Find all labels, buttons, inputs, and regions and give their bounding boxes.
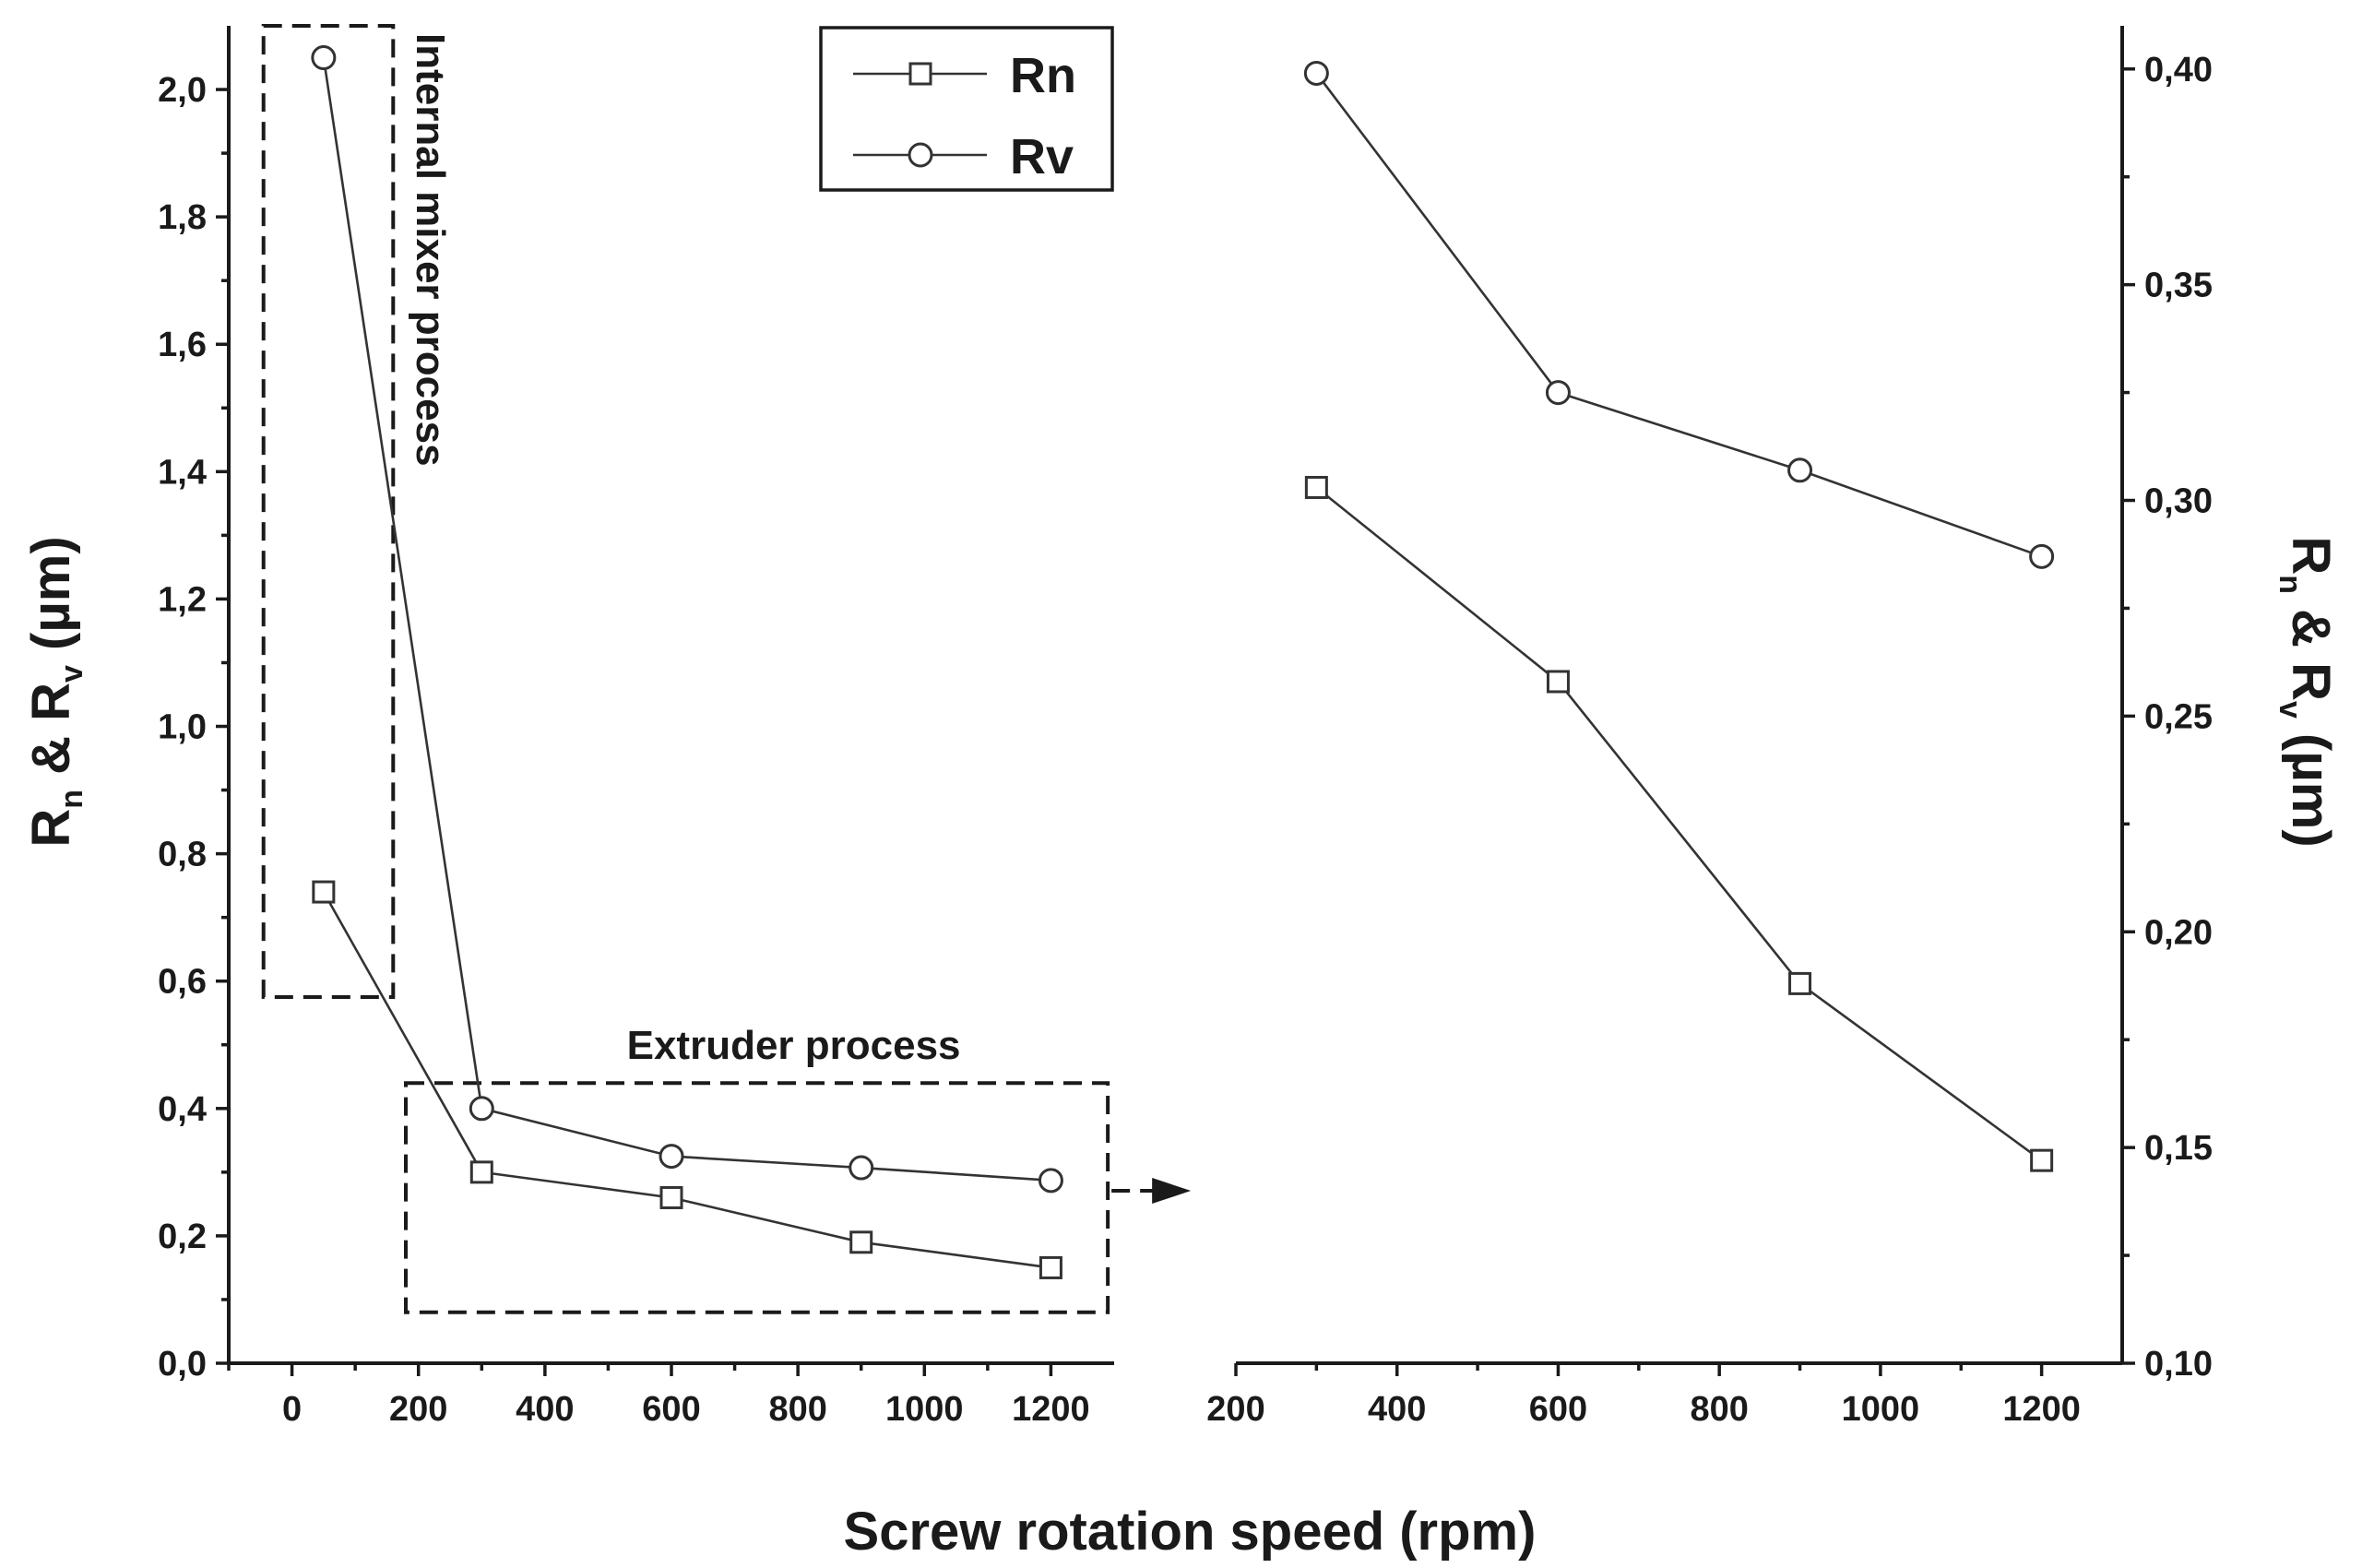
left-y-tick-label: 1,2 xyxy=(158,580,207,619)
right-rn-point xyxy=(2030,1148,2054,1172)
left-rn-point xyxy=(469,1160,493,1184)
left-axis-ticks: 0 200 400 600 800 1000 1200 0,0 0,2 0,4 0,6 0,8 1,0 1… xyxy=(158,71,1090,1429)
left-y-tick-label: 0,8 xyxy=(158,836,207,874)
left-ylabel-sub-v: v xyxy=(54,665,89,683)
left-x-tick-label: 0 xyxy=(282,1390,302,1429)
right-y-tick-label: 0,35 xyxy=(2144,267,2213,305)
left-ylabel-sub-n: n xyxy=(54,790,89,809)
right-y-tick-label: 0,25 xyxy=(2144,697,2213,736)
left-y-tick-label: 0,2 xyxy=(158,1218,207,1256)
left-y-axis-title: Rn & Rv (µm) xyxy=(21,536,89,847)
right-ylabel-mid: & R xyxy=(2281,594,2341,701)
left-series xyxy=(311,45,1063,1279)
left-y-tick-label: 1,4 xyxy=(158,453,207,492)
extruder-annotation: Extruder process xyxy=(627,1023,961,1068)
right-rv-point xyxy=(2029,543,2055,569)
left-rn-point xyxy=(1039,1255,1062,1279)
extruder-box xyxy=(404,1081,1110,1314)
left-y-tick-label: 1,6 xyxy=(158,326,207,364)
left-rv-point xyxy=(311,45,337,71)
legend-rn-marker xyxy=(908,62,932,86)
right-rn-line xyxy=(1315,486,2043,1162)
right-rv-point xyxy=(1303,60,1329,86)
right-rv-line xyxy=(1315,72,2043,558)
right-x-tick-label: 200 xyxy=(1206,1390,1264,1429)
right-y-tick-label: 0,20 xyxy=(2144,913,2213,952)
right-x-tick-label: 400 xyxy=(1368,1390,1426,1429)
right-axis-ticks: 200 400 600 800 1000 1200 0,10 0,15 0,20 0,25 0,30… xyxy=(1206,51,2213,1429)
legend: Rn Rv xyxy=(819,26,1114,192)
legend-rv-label: Rv xyxy=(1010,129,1074,184)
left-y-tick-label: 0,0 xyxy=(158,1345,207,1384)
left-ylabel-r1: R xyxy=(21,809,81,848)
left-rv-point xyxy=(849,1155,874,1181)
left-x-tick-label: 200 xyxy=(389,1390,447,1429)
left-ylabel-mid: & R xyxy=(21,683,81,790)
right-ylabel-tail: (µm) xyxy=(2281,719,2341,848)
right-rv-point xyxy=(1545,380,1571,406)
right-rn-point xyxy=(1788,971,1812,995)
right-y-axis-title: Rn & Rv (µm) xyxy=(2273,536,2341,847)
left-ylabel-tail: (µm) xyxy=(21,536,81,665)
right-y-tick-label: 0,30 xyxy=(2144,482,2213,521)
left-rn-point xyxy=(312,880,336,904)
extruder-arrow-head xyxy=(1152,1178,1192,1205)
legend-rv-marker xyxy=(908,142,933,168)
right-rn-point xyxy=(1546,670,1570,694)
right-ylabel-sub-v: v xyxy=(2273,701,2308,719)
left-rv-point xyxy=(659,1144,684,1170)
left-y-tick-label: 1,0 xyxy=(158,708,207,747)
right-x-tick-label: 1000 xyxy=(1842,1390,1920,1429)
right-rn-point xyxy=(1304,475,1328,499)
right-y-tick-label: 0,15 xyxy=(2144,1129,2213,1168)
right-ylabel-r1: R xyxy=(2281,536,2341,575)
left-x-tick-label: 400 xyxy=(516,1390,574,1429)
right-x-tick-label: 1200 xyxy=(2002,1390,2081,1429)
annotation-boxes xyxy=(261,24,1192,1314)
right-series xyxy=(1303,60,2055,1172)
right-y-tick-label: 0,40 xyxy=(2144,51,2213,89)
left-y-tick-label: 0,6 xyxy=(158,963,207,1002)
left-rv-point xyxy=(469,1096,494,1122)
left-x-tick-label: 600 xyxy=(642,1390,700,1429)
internal-mixer-annotation: Internal mixer process xyxy=(408,33,453,467)
right-rv-point xyxy=(1787,457,1813,483)
right-y-tick-label: 0,10 xyxy=(2144,1345,2213,1384)
left-rn-point xyxy=(659,1185,683,1209)
legend-frame xyxy=(819,26,1114,192)
left-y-tick-label: 2,0 xyxy=(158,71,207,110)
right-x-tick-label: 800 xyxy=(1690,1390,1748,1429)
x-axis-title: Screw rotation speed (rpm) xyxy=(844,1502,1537,1562)
left-x-tick-label: 1200 xyxy=(1012,1390,1090,1429)
left-x-tick-label: 1000 xyxy=(885,1390,964,1429)
left-rn-point xyxy=(849,1230,873,1254)
left-y-tick-label: 0,4 xyxy=(158,1090,207,1129)
left-rn-line xyxy=(322,891,1051,1269)
left-y-tick-label: 1,8 xyxy=(158,198,207,237)
right-x-tick-label: 600 xyxy=(1529,1390,1587,1429)
right-ylabel-sub-n: n xyxy=(2273,575,2308,594)
internal-mixer-box xyxy=(261,24,396,999)
legend-rn-label: Rn xyxy=(1010,48,1076,103)
left-x-tick-label: 800 xyxy=(768,1390,826,1429)
left-rv-point xyxy=(1038,1168,1063,1194)
